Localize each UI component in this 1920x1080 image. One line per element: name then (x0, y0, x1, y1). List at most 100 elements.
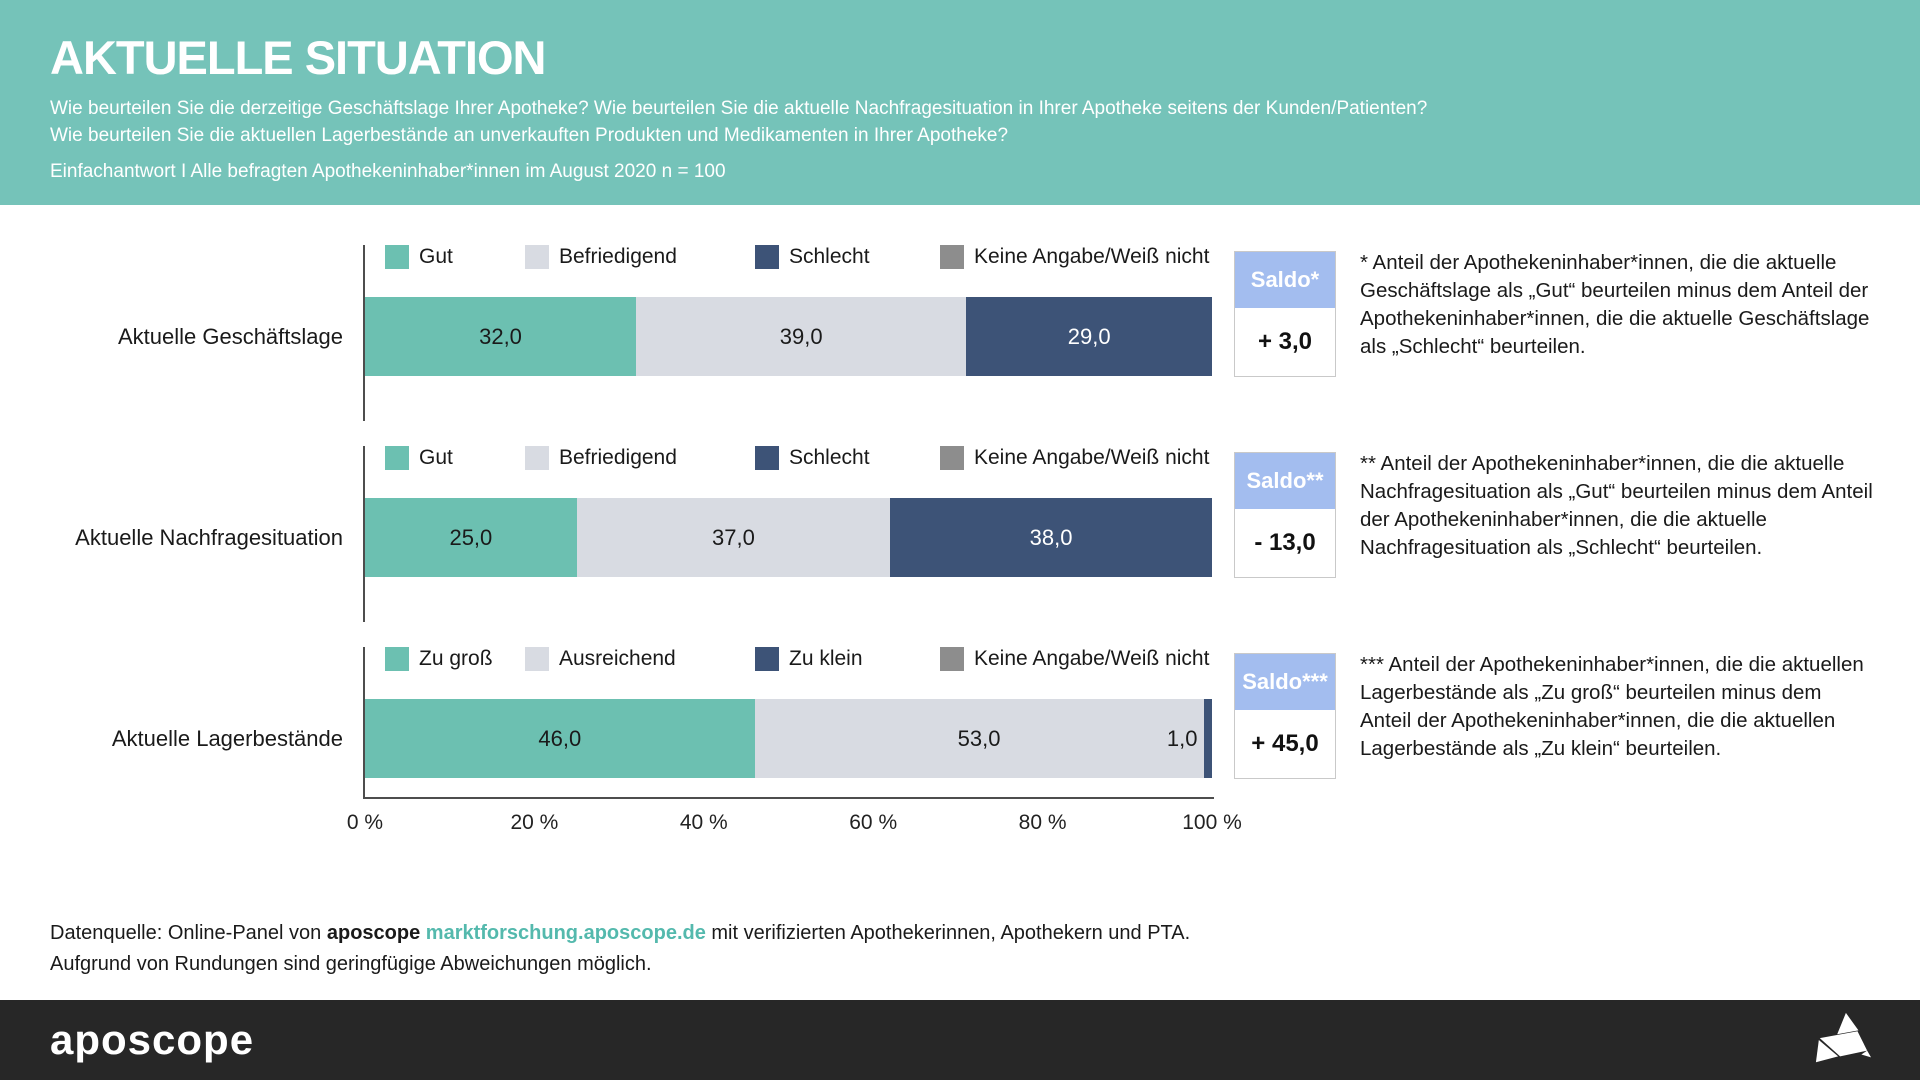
row-label-cell: Aktuelle Nachfragesituation (0, 446, 365, 578)
legend-label: Befriedigend (559, 245, 677, 268)
y-axis-line (363, 446, 365, 622)
saldo-header: Saldo*** (1235, 654, 1335, 710)
question-line-2: Wie beurteilen Sie die aktuellen Lagerbe… (50, 125, 1009, 146)
legend-label: Keine Angabe/Weiß nicht (974, 446, 1210, 469)
y-axis-line (363, 245, 365, 421)
legend-item: Gut (385, 446, 453, 470)
source-brand: aposcope (326, 922, 421, 944)
question-line-1: Wie beurteilen Sie die derzeitige Geschä… (50, 98, 1428, 119)
saldo-box: Saldo* + 3,0 (1234, 251, 1336, 377)
bar-block: Gut Befriedigend Schlecht Keine Angabe/Weiß… (363, 446, 1212, 622)
bar-segment: 39,0 (636, 297, 967, 376)
legend: Zu groß Ausreichend Zu klein Keine Angabe/W… (365, 647, 1212, 677)
source-link[interactable]: marktforschung.aposcope.de (425, 922, 706, 944)
bar-value: 39,0 (779, 323, 823, 349)
saldo-value: + 45,0 (1251, 730, 1319, 757)
annotation-text: ** Anteil der Apothekeninhaber*innen, di… (1360, 452, 1873, 559)
bar-value: 29,0 (1067, 323, 1111, 349)
row-label: Aktuelle Lagerbestände (111, 726, 343, 751)
legend-label: Keine Angabe/Weiß nicht (974, 647, 1210, 670)
bar-segment: 29,0 (966, 297, 1212, 376)
x-axis-line (363, 797, 1214, 799)
sample-note: Einfachantwort I Alle befragten Apotheke… (50, 161, 726, 182)
legend-label: Zu groß (419, 647, 493, 670)
legend-label: Schlecht (789, 446, 870, 469)
legend-item: Keine Angabe/Weiß nicht (940, 446, 1209, 470)
row-side: Saldo*** + 45,0 *** Anteil der Apothekenin… (1234, 647, 1920, 779)
legend-label: Zu klein (789, 647, 863, 670)
legend-label: Gut (419, 245, 453, 268)
source-prefix: Datenquelle: Online-Panel von (50, 922, 327, 944)
chart-row: Aktuelle Nachfragesituation Gut Befriedige… (0, 446, 1920, 622)
legend-swatch (940, 245, 964, 269)
legend-swatch (385, 647, 409, 671)
bar-block: Zu groß Ausreichend Zu klein Keine Angabe/W… (347, 647, 1242, 834)
y-axis-line (363, 647, 365, 799)
rounding-note: Aufgrund von Rundungen sind geringfügige… (50, 953, 652, 975)
saldo-value: + 3,0 (1257, 328, 1313, 355)
legend-swatch (525, 245, 549, 269)
legend: Gut Befriedigend Schlecht Keine Angabe/Weiß… (365, 245, 1212, 275)
row-side: Saldo** - 13,0 ** Anteil der Apothekeninha… (1234, 446, 1920, 578)
saldo-header: Saldo** (1235, 453, 1335, 509)
legend-item: Schlecht (755, 245, 870, 269)
x-tick-label: 100 % (1182, 811, 1242, 834)
legend-swatch (755, 446, 779, 470)
annotation-text: * Anteil der Apothekeninhaber*innen, die… (1360, 251, 1870, 358)
row-label: Aktuelle Nachfragesituation (75, 525, 343, 550)
legend-item: Ausreichend (525, 647, 676, 671)
bar-block: Gut Befriedigend Schlecht Keine Angabe/Weiß… (363, 245, 1212, 421)
bar-value: 53,0 (957, 725, 1001, 751)
legend-item: Befriedigend (525, 446, 677, 470)
source-suffix: mit verifizierten Apothekerinnen, Apothe… (705, 922, 1191, 944)
brand-logo: aposcope (50, 1016, 255, 1063)
bar-value: 1,0 (1166, 725, 1198, 751)
legend-item: Keine Angabe/Weiß nicht (940, 245, 1209, 269)
page-header: AKTUELLE SITUATION Wie beurteilen Sie di… (0, 0, 1920, 205)
chart-row: Aktuelle Lagerbestände Zu groß Ausreichend… (0, 647, 1920, 834)
legend-item: Gut (385, 245, 453, 269)
saldo-box: Saldo*** + 45,0 (1234, 653, 1336, 779)
bar-value: 25,0 (449, 524, 493, 550)
legend-item: Befriedigend (525, 245, 677, 269)
legend-swatch (940, 446, 964, 470)
bar-segment: 53,0 (754, 699, 1204, 778)
bar-value: 46,0 (538, 725, 582, 751)
x-tick-label: 80 % (1018, 811, 1067, 834)
x-tick-label: 40 % (679, 811, 728, 834)
stacked-bar: 25,0 37,0 38,0 (363, 446, 1212, 622)
brand-bar: aposcope (0, 1000, 1920, 1080)
legend-label: Ausreichend (559, 647, 676, 670)
legend-label: Schlecht (789, 245, 870, 268)
origami-bird-icon (1815, 1012, 1872, 1063)
source-line: Datenquelle: Online-Panel von aposcope m… (50, 918, 1190, 949)
legend-swatch (525, 647, 549, 671)
x-tick-label: 0 % (346, 811, 384, 834)
bar-segment: 32,0 (365, 297, 637, 376)
legend-item: Zu klein (755, 647, 863, 671)
row-side: Saldo* + 3,0 * Anteil der Apothekeninhaber… (1234, 245, 1920, 377)
x-tick-label: 60 % (849, 811, 898, 834)
bar-segment: 1,0 (1167, 699, 1212, 778)
bar-segment: 46,0 (365, 699, 755, 778)
x-tick-label: 20 % (510, 811, 559, 834)
stacked-bar: 46,0 53,0 1,0 0 % 20 % 40 % 60 % 80 % 100 % (347, 647, 1242, 834)
legend-item: Keine Angabe/Weiß nicht (940, 647, 1209, 671)
annotation-text: *** Anteil der Apothekeninhaber*innen, d… (1360, 653, 1864, 760)
row-label-cell: Aktuelle Lagerbestände (0, 647, 365, 779)
saldo-header: Saldo* (1235, 252, 1335, 308)
bar-segment: 38,0 (890, 498, 1212, 577)
legend-swatch (940, 647, 964, 671)
stacked-bar-chart: Aktuelle Geschäftslage Gut Befriedigend Sch… (0, 245, 1920, 848)
legend-swatch (385, 245, 409, 269)
bar-segment: 25,0 (365, 498, 577, 577)
legend-label: Keine Angabe/Weiß nicht (974, 245, 1210, 268)
legend-swatch (755, 245, 779, 269)
bar-segment: 37,0 (576, 498, 891, 577)
source-block: Datenquelle: Online-Panel von aposcope m… (50, 918, 1190, 980)
legend-label: Befriedigend (559, 446, 677, 469)
legend-item: Zu groß (385, 647, 493, 671)
bar-value: 32,0 (479, 323, 522, 349)
bar-value: 38,0 (1029, 524, 1073, 550)
legend-swatch (755, 647, 779, 671)
